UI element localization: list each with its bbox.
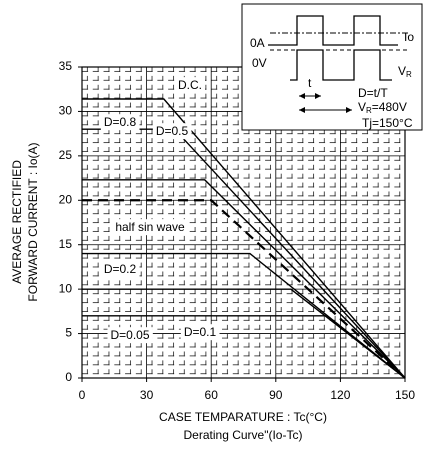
y-tick-label: 0 [65, 370, 72, 384]
voltage-wave [290, 49, 392, 81]
series-label: D=0.5 [156, 124, 189, 138]
series-line [82, 315, 406, 379]
series-label: D=0.1 [184, 325, 217, 339]
series-label: half sin wave [115, 220, 185, 234]
y-tick-label: 25 [59, 148, 73, 162]
series-line [82, 252, 406, 379]
y-tick-label: 5 [65, 326, 72, 340]
label-bg [152, 123, 192, 140]
inset-label: VR [398, 64, 412, 79]
inset-label: Tj=150°C [362, 116, 413, 130]
series-label: D=0.05 [110, 328, 149, 342]
x-axis-label: CASE TEMPARATURE : Tc(°C) [159, 410, 327, 424]
series-label: D=0.8 [104, 115, 137, 129]
x-tick-label: 30 [140, 388, 154, 402]
inset-label: D=t/T [358, 86, 388, 100]
inset-label: t [308, 76, 312, 90]
y-tick-label: 35 [59, 59, 73, 73]
series-line [82, 179, 406, 379]
inset: 0A Io 0V VR t D=t/T VR=480V Tj=150°C [241, 3, 423, 131]
label-bg [100, 114, 140, 131]
inset-frame [241, 3, 423, 131]
inset-label: VR=480V [358, 100, 407, 115]
x-tick-label: 60 [205, 388, 219, 402]
y-axis-label: FORWARD CURRENT : Io(A) [26, 142, 40, 301]
x-tick-label: 120 [330, 388, 350, 402]
y-tick-label: 10 [59, 281, 73, 295]
arrow-head [346, 107, 352, 113]
label-bg [180, 324, 220, 341]
subtitle: Derating Curve"(Io-Tc) [184, 428, 303, 442]
label-bg [175, 77, 205, 94]
x-tick-label: 0 [79, 388, 86, 402]
inset-label: 0V [252, 56, 267, 70]
series-line [82, 199, 406, 379]
label-bg [100, 261, 140, 278]
series-label: D=0.2 [104, 262, 137, 276]
arrow-head [299, 107, 305, 113]
series-line [82, 98, 406, 379]
label-bg [112, 219, 189, 236]
x-tick-label: 90 [269, 388, 283, 402]
y-tick-label: 15 [59, 237, 73, 251]
y-tick-label: 20 [59, 192, 73, 206]
inset-label: 0A [250, 36, 265, 50]
series-label: D.C. [178, 78, 202, 92]
arrow-head [315, 93, 321, 99]
label-bg [107, 327, 153, 344]
y-axis-label: AVERAGE RECTIFIED [10, 160, 24, 284]
inset-label: Io [404, 30, 414, 44]
arrow-head [299, 93, 305, 99]
y-tick-label: 30 [59, 104, 73, 118]
current-wave [268, 15, 398, 46]
x-tick-label: 150 [395, 388, 415, 402]
